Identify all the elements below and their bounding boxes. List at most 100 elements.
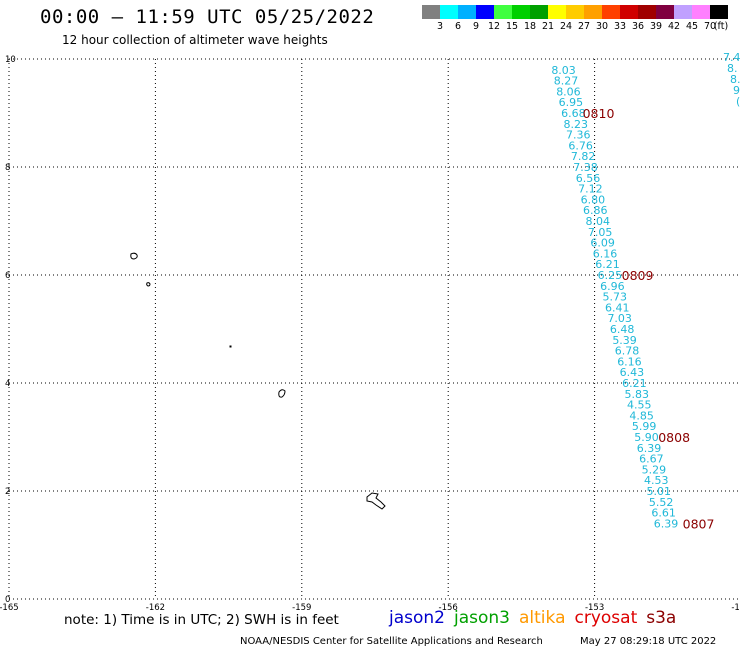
- wave-height-value: 6.21: [622, 377, 647, 390]
- pass-time-label: 0808: [658, 430, 690, 445]
- wave-height-value: 5.83: [625, 388, 650, 401]
- lat-tick-label: 4: [5, 379, 10, 389]
- wave-height-value: 5.90: [634, 431, 659, 444]
- legend-label: 9: [472, 21, 480, 32]
- wave-height-value: 8.: [730, 73, 740, 86]
- lat-tick-label: 10: [5, 55, 16, 65]
- legend-label: 12: [487, 21, 501, 32]
- legend-swatch: [620, 5, 638, 19]
- wave-height-value: 6.96: [600, 280, 625, 293]
- lon-tick-label: -159: [292, 603, 311, 613]
- legend-label: 24: [559, 21, 573, 32]
- legend-swatch: [566, 5, 584, 19]
- wave-height-value: 6.16: [617, 355, 642, 368]
- legend-label: 27: [577, 21, 591, 32]
- wave-height-value: 6.67: [639, 453, 664, 466]
- wave-height-value: 6.09: [590, 237, 615, 250]
- wave-height-value: 8.: [727, 62, 738, 75]
- wave-height-value: 5.52: [649, 496, 674, 509]
- legend-swatch: [674, 5, 692, 19]
- lon-tick-label: -162: [146, 603, 165, 613]
- wave-height-value: 5.29: [642, 463, 667, 476]
- legend-swatch: [422, 5, 440, 19]
- wave-height-value: 6.43: [620, 366, 645, 379]
- legend-swatch: [458, 5, 476, 19]
- pass-time-label: 0810: [583, 106, 615, 121]
- legend-label: 18: [523, 21, 537, 32]
- wave-height-value: 8.23: [564, 118, 589, 131]
- legend-swatch: [476, 5, 494, 19]
- wave-height-value: 7.03: [607, 312, 632, 325]
- wave-height-value: 7.05: [588, 226, 613, 239]
- lat-tick-label: 0: [5, 595, 10, 605]
- map-axes: 0 2 4 6 8 10 -165 -162 -159 -156 -153 -150: [0, 55, 740, 613]
- lon-tick-label: -156: [439, 603, 458, 613]
- wave-height-value: 8.04: [585, 215, 610, 228]
- lon-tick-label: -150: [731, 603, 740, 613]
- island-outline: [229, 345, 232, 348]
- wave-height-value: 6.86: [583, 204, 608, 217]
- wave-height-value: 7.12: [578, 183, 603, 196]
- color-legend: [422, 5, 728, 19]
- wave-height-value: 6.78: [615, 345, 640, 358]
- wave-height-value: 8.03: [551, 64, 576, 77]
- island-outline: [366, 492, 386, 510]
- footer-timestamp: May 27 08:29:18 UTC 2022: [580, 636, 717, 647]
- pass-time-labels: 0810 0809 0808 0807: [583, 106, 715, 531]
- wave-height-value: 7.36: [566, 129, 591, 142]
- lon-tick-label: -153: [585, 603, 604, 613]
- wave-height-value: 6.48: [610, 323, 635, 336]
- legend-swatch: [584, 5, 602, 19]
- legend-swatch: [638, 5, 656, 19]
- wave-height-value: (: [736, 95, 740, 108]
- legend-swatch: [656, 5, 674, 19]
- wave-height-values: 8.038.278.066.956.688.237.366.767.827.38…: [551, 64, 678, 531]
- wave-height-value: 7.38: [573, 161, 598, 174]
- footer-credit: NOAA/NESDIS Center for Satellite Applica…: [240, 636, 543, 647]
- wave-height-value: 5.99: [632, 420, 657, 433]
- wave-height-value: 6.39: [637, 442, 662, 455]
- page-subtitle: 12 hour collection of altimeter wave hei…: [62, 33, 328, 47]
- legend-swatch: [512, 5, 530, 19]
- legend-label: 15: [505, 21, 519, 32]
- legend-label: 39: [649, 21, 663, 32]
- wave-height-value: 4.85: [629, 409, 654, 422]
- legend-swatch: [530, 5, 548, 19]
- wave-height-value: 8.27: [554, 75, 579, 88]
- wave-height-value: 9: [733, 84, 740, 97]
- wave-height-value: 6.61: [651, 507, 676, 520]
- legend-swatch: [494, 5, 512, 19]
- wave-height-value: 7.4: [723, 51, 740, 64]
- legend-label: 42: [667, 21, 681, 32]
- legend-label: 6: [454, 21, 462, 32]
- wave-height-value: 6.68: [561, 107, 586, 120]
- wave-height-value: 6.41: [605, 301, 630, 314]
- wave-height-value: 6.56: [576, 172, 601, 185]
- legend-swatch: [710, 5, 728, 19]
- island-outline: [146, 282, 151, 287]
- satellite-cryosat: cryosat: [574, 608, 638, 628]
- legend-swatch: [602, 5, 620, 19]
- satellite-altika: altika: [519, 608, 566, 628]
- pass-time-label: 0807: [683, 516, 715, 531]
- wave-height-value: 8.06: [556, 85, 581, 98]
- wave-height-value: 6.80: [581, 193, 606, 206]
- legend-swatch: [440, 5, 458, 19]
- wave-height-value: 5.01: [646, 485, 671, 498]
- lon-tick-label: -165: [0, 603, 19, 613]
- legend-label: 36: [631, 21, 645, 32]
- wave-height-value: 5.39: [612, 334, 637, 347]
- wave-height-value: 6.95: [559, 96, 584, 109]
- legend-label: 45: [685, 21, 699, 32]
- wave-height-value: 6.16: [593, 247, 618, 260]
- wave-height-value: 6.76: [568, 139, 593, 152]
- wave-height-value: 6.39: [654, 517, 679, 530]
- wave-height-value: 6.25: [598, 269, 623, 282]
- wave-height-value: 4.55: [627, 399, 652, 412]
- edge-wave-values: 7.48.8.9(: [723, 51, 740, 108]
- legend-swatch: [692, 5, 710, 19]
- satellite-jason3: jason3: [454, 608, 510, 628]
- island-outline: [278, 389, 286, 398]
- satellite-legend: jason2 jason3 altika cryosat s3a: [389, 608, 685, 628]
